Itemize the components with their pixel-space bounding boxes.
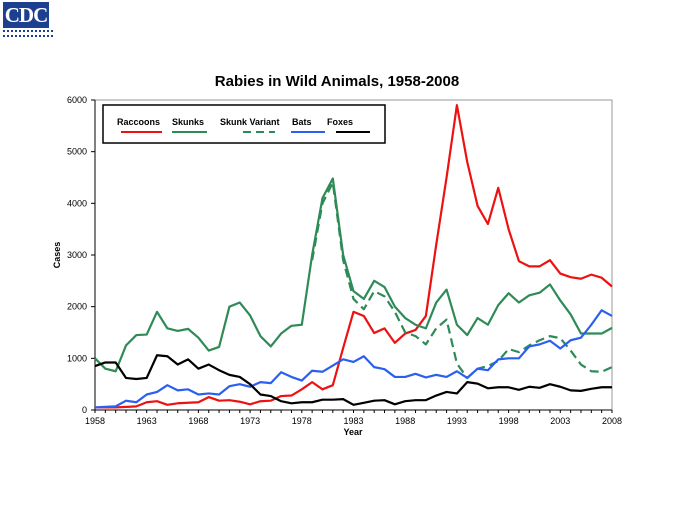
series-line-foxes	[94, 354, 612, 406]
x-tick-label: 2003	[550, 416, 570, 426]
legend-label: Skunks	[172, 117, 204, 127]
legend-label: Skunk Variant	[220, 117, 280, 127]
series-line-skunk-variant	[311, 181, 613, 380]
y-tick-label: 1000	[67, 353, 87, 363]
cdc-logo-subtext-line2	[3, 35, 53, 39]
x-tick-label: 1968	[188, 416, 208, 426]
cdc-logo-text: CDC	[3, 2, 49, 28]
x-tick-label: 1978	[292, 416, 312, 426]
series-line-skunks	[94, 177, 613, 373]
x-tick-label: 1993	[447, 416, 467, 426]
cdc-logo-subtext	[3, 30, 53, 34]
y-tick-label: 4000	[67, 198, 87, 208]
series-line-raccoons	[95, 104, 613, 409]
legend-label: Bats	[292, 117, 312, 127]
x-tick-label: 2008	[602, 416, 622, 426]
x-tick-label: 1998	[499, 416, 519, 426]
cdc-logo: CDC	[0, 0, 56, 42]
x-tick-label: 1973	[240, 416, 260, 426]
x-tick-label: 1983	[343, 416, 363, 426]
y-tick-label: 2000	[67, 302, 87, 312]
y-tick-label: 5000	[67, 147, 87, 157]
x-tick-label: 1958	[85, 416, 105, 426]
legend-label: Raccoons	[117, 117, 160, 127]
x-tick-label: 1963	[137, 416, 157, 426]
plot-area	[94, 99, 613, 411]
legend-label: Foxes	[327, 117, 353, 127]
y-tick-label: 3000	[67, 250, 87, 260]
y-tick-label: 0	[82, 405, 87, 415]
y-tick-label: 6000	[67, 95, 87, 105]
x-tick-label: 1988	[395, 416, 415, 426]
y-axis-label: Cases	[52, 242, 62, 269]
legend-box	[102, 104, 386, 144]
chart-title: Rabies in Wild Animals, 1958-2008	[215, 73, 459, 90]
x-axis-label: Year	[343, 427, 363, 437]
series-line-bats	[94, 309, 613, 409]
legend: Raccoons Skunks Skunk Variant Bats Foxes	[102, 104, 386, 144]
